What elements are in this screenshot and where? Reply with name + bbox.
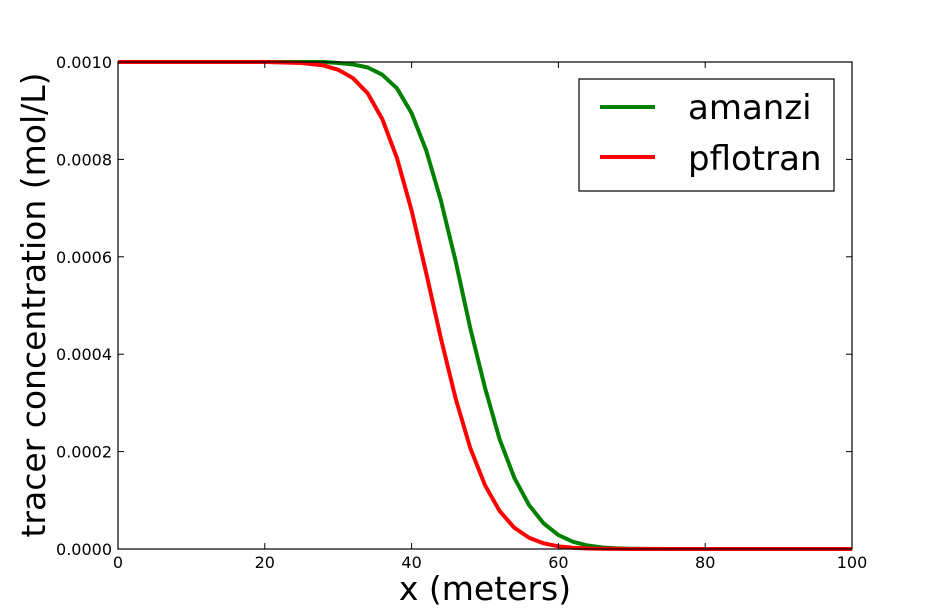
plot-frame	[117, 61, 853, 550]
tick-layer: 0 20 40 60 80 100 0.0000 0.0002 0.0004 0.0006 0.00…	[56, 53, 867, 572]
x-tick-label: 0	[113, 553, 123, 572]
y-axis-label: tracer concentration (mol/L)	[14, 72, 53, 537]
x-tick-label: 40	[401, 553, 421, 572]
legend-box	[578, 78, 835, 192]
x-tick-label: 100	[837, 553, 868, 572]
y-tick-label: 0.0000	[56, 540, 112, 559]
y-tick-label: 0.0004	[56, 345, 112, 364]
legend-label-amanzi: amanzi	[688, 88, 812, 128]
x-tick-label: 80	[695, 553, 715, 572]
x-tick-label: 60	[548, 553, 568, 572]
y-tick-label: 0.0008	[56, 150, 112, 169]
y-tick-label: 0.0002	[56, 443, 112, 462]
legend: amanzi pflotran	[578, 78, 835, 192]
x-axis-label: x (meters)	[399, 569, 571, 608]
y-tick-label: 0.0006	[56, 248, 112, 267]
x-tick-label: 20	[255, 553, 275, 572]
y-tick-label: 0.0010	[56, 53, 112, 72]
legend-label-pflotran: pflotran	[688, 139, 822, 179]
